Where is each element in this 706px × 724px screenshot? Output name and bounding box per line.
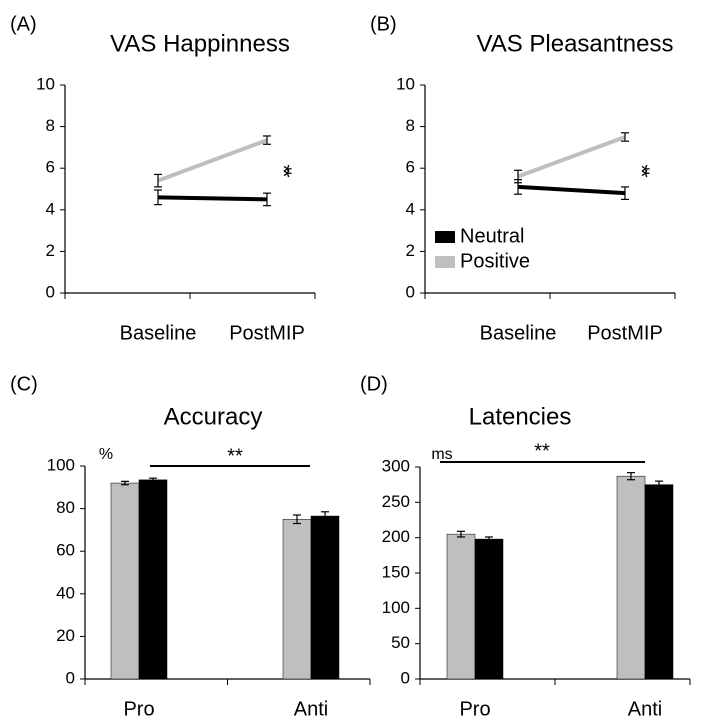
bar — [644, 484, 674, 680]
chart-title: VAS Pleasantness — [476, 30, 673, 57]
series-line — [157, 195, 268, 202]
y-tick-label: 4 — [406, 199, 415, 218]
y-tick-label: 10 — [396, 74, 415, 93]
legend-label: Neutral — [460, 225, 524, 247]
panel-label: (D) — [360, 373, 388, 395]
x-tick-label: Anti — [628, 698, 662, 720]
y-tick-label: 0 — [401, 668, 410, 687]
x-tick-label: PostMIP — [229, 322, 305, 344]
bar — [446, 533, 476, 680]
series-line — [517, 184, 626, 196]
y-tick-label: 100 — [47, 455, 75, 474]
y-tick-label: 2 — [406, 241, 415, 260]
panel-label: (C) — [10, 373, 38, 395]
y-tick-label: 4 — [46, 199, 55, 218]
y-tick-label: 100 — [382, 598, 410, 617]
y-tick-label: 8 — [406, 116, 415, 135]
y-tick-label: 40 — [56, 583, 75, 602]
annotation: ** — [271, 164, 296, 178]
y-tick-label: 6 — [46, 158, 55, 177]
y-tick-label: 60 — [56, 541, 75, 560]
unit-label: % — [99, 446, 113, 463]
y-tick-label: 0 — [46, 282, 55, 301]
y-tick-label: 0 — [406, 282, 415, 301]
y-tick-label: 8 — [46, 116, 55, 135]
bar — [310, 515, 340, 680]
legend-swatch — [435, 256, 455, 268]
bar — [282, 519, 312, 680]
bar — [138, 479, 168, 680]
y-tick-label: 6 — [406, 158, 415, 177]
legend-label: Positive — [460, 250, 530, 272]
bar — [474, 538, 504, 680]
panel-label: (A) — [10, 13, 37, 35]
x-tick-label: Pro — [459, 698, 490, 720]
y-tick-label: 80 — [56, 498, 75, 517]
annotation: ** — [629, 164, 654, 178]
chart-title: Accuracy — [164, 403, 263, 430]
series-line — [157, 138, 268, 183]
y-tick-label: 10 — [36, 74, 55, 93]
bar — [110, 482, 140, 680]
x-tick-label: Baseline — [480, 322, 557, 344]
x-tick-label: Anti — [294, 698, 328, 720]
chart-title: Latencies — [469, 403, 572, 430]
chart-title: VAS Happinness — [110, 30, 290, 57]
x-tick-label: Baseline — [120, 322, 197, 344]
y-tick-label: 2 — [46, 241, 55, 260]
legend-swatch — [435, 231, 455, 243]
panel-label: (B) — [370, 13, 397, 35]
y-tick-label: 0 — [66, 668, 75, 687]
x-tick-label: Pro — [123, 698, 154, 720]
unit-label: ms — [431, 446, 452, 463]
annotation: ** — [227, 445, 243, 467]
y-tick-label: 20 — [56, 626, 75, 645]
annotation: ** — [534, 440, 550, 462]
y-tick-label: 150 — [382, 562, 410, 581]
x-tick-label: PostMIP — [587, 322, 663, 344]
bar — [616, 475, 646, 680]
y-tick-label: 200 — [382, 527, 410, 546]
y-tick-label: 250 — [382, 492, 410, 511]
series-line — [517, 135, 626, 179]
y-tick-label: 300 — [382, 456, 410, 475]
y-tick-label: 50 — [391, 633, 410, 652]
